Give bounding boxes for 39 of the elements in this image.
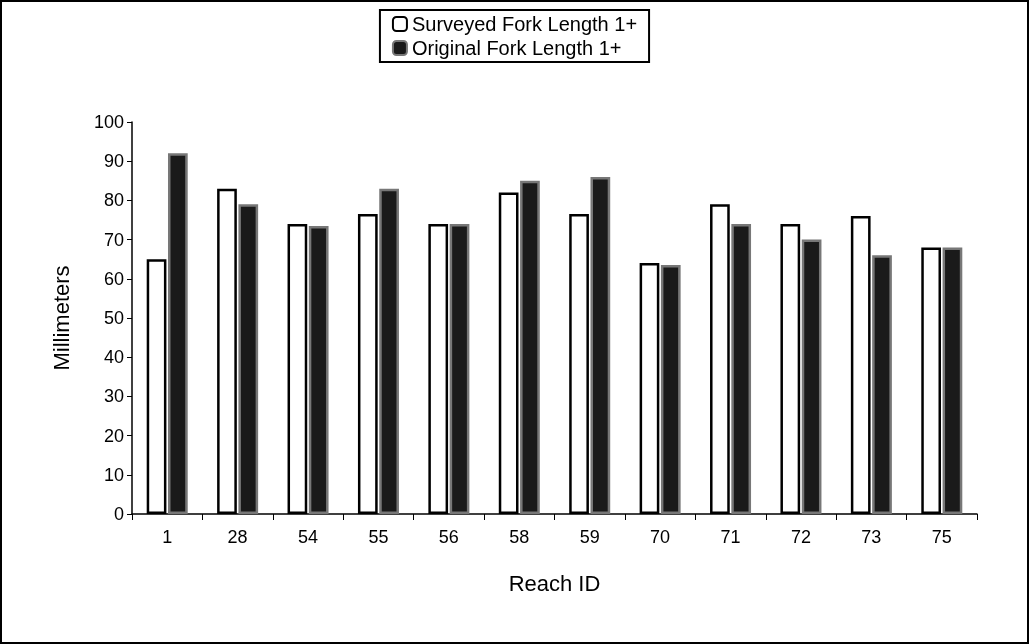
legend-label: Original Fork Length 1+: [411, 37, 622, 59]
x-tick-label: 58: [509, 527, 530, 547]
x-tick-label: 71: [720, 527, 741, 547]
x-tick-label: 56: [438, 527, 459, 547]
y-tick-label: 90: [103, 151, 124, 172]
y-tick-label: 30: [103, 386, 124, 407]
x-tick-label: 59: [579, 527, 600, 547]
bar: [379, 188, 399, 514]
y-tick-label: 20: [103, 425, 124, 446]
y-tick-label: 80: [103, 190, 124, 211]
bar: [238, 204, 259, 514]
bar: [942, 247, 963, 514]
bar: [660, 265, 681, 514]
x-tick-label: 28: [227, 527, 248, 547]
bar: [168, 153, 188, 514]
y-tick-label: 100: [93, 112, 124, 132]
x-tick-label: 70: [650, 527, 671, 547]
bar: [520, 180, 540, 514]
y-tick-label: 40: [103, 347, 124, 368]
x-tick-label: 54: [298, 527, 319, 547]
bar: [801, 239, 822, 514]
x-tick-label: 55: [368, 527, 389, 547]
y-tick-label: 70: [103, 229, 124, 250]
x-tick-label: 72: [790, 527, 811, 547]
bar: [731, 223, 752, 514]
y-tick-label: 10: [103, 464, 124, 485]
bar: [308, 225, 329, 514]
y-tick-label: 60: [103, 268, 124, 289]
x-tick-label: 73: [861, 527, 882, 547]
x-axis-title: Reach ID: [508, 570, 601, 596]
y-axis-title: Millimeters: [48, 265, 74, 371]
bar: [872, 255, 892, 514]
y-tick-label: 0: [113, 504, 124, 524]
bar: [590, 176, 611, 514]
legend-label: Surveyed Fork Length 1+: [411, 13, 638, 35]
x-tick-label: 75: [931, 527, 952, 547]
x-tick-label: 1: [162, 527, 173, 547]
bar: [449, 223, 470, 514]
y-tick-label: 50: [103, 308, 124, 328]
